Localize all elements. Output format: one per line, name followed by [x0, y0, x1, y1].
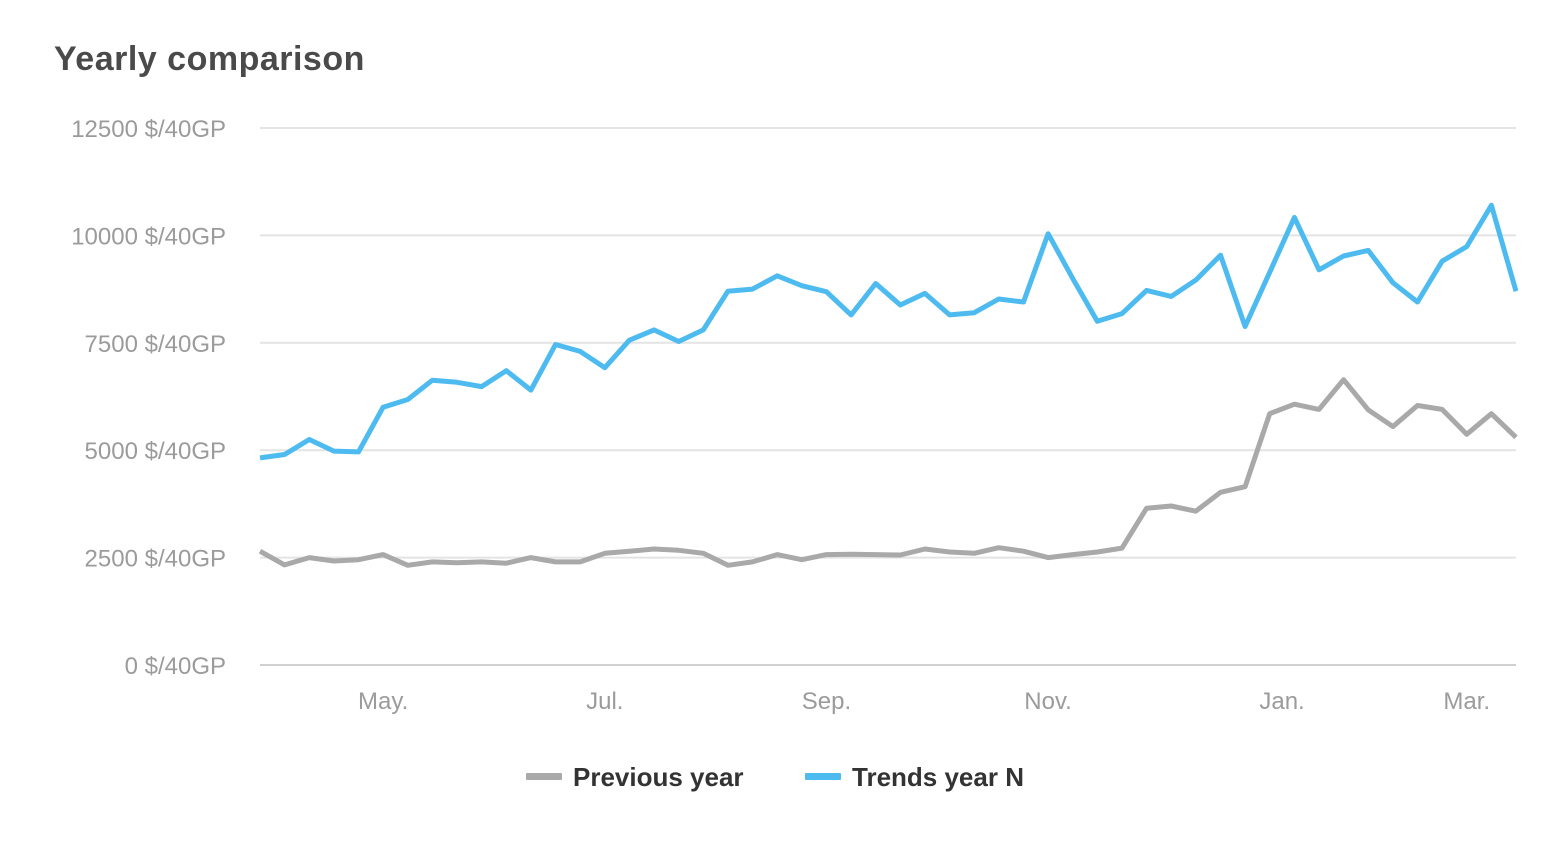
y-tick-label: 10000 $/40GP [71, 223, 226, 250]
x-tick-label: Mar. [1443, 688, 1490, 715]
y-tick-label: 7500 $/40GP [85, 331, 226, 358]
chart-title: Yearly comparison [54, 40, 365, 78]
y-tick-label: 2500 $/40GP [85, 546, 226, 573]
x-tick-label: Nov. [1024, 688, 1072, 715]
legend-swatch [805, 773, 841, 780]
y-tick-label: 0 $/40GP [125, 653, 226, 680]
series-line [259, 202, 1519, 461]
series-lines [258, 202, 1519, 568]
y-tick-label: 12500 $/40GP [71, 116, 226, 143]
y-tick-label: 5000 $/40GP [85, 438, 226, 465]
x-axis-ticks: May. Jul. Sep. Nov. Jan. Mar. [358, 688, 1490, 715]
x-tick-label: Jan. [1259, 688, 1304, 715]
grid-lines [260, 127, 1516, 666]
x-tick-label: Jul. [586, 688, 623, 715]
legend-item[interactable]: Previous year [526, 762, 744, 792]
y-axis-ticks: 0 $/40GP 2500 $/40GP 5000 $/40GP 7500 $/40G… [71, 116, 226, 680]
legend-swatch [526, 773, 562, 780]
x-tick-label: May. [358, 688, 408, 715]
legend[interactable]: Previous year Trends year N [526, 762, 1024, 792]
legend-label: Previous year [573, 762, 744, 792]
legend-label: Trends year N [852, 762, 1024, 792]
series-line [258, 377, 1518, 568]
x-tick-label: Sep. [802, 688, 851, 715]
legend-item[interactable]: Trends year N [805, 762, 1024, 792]
